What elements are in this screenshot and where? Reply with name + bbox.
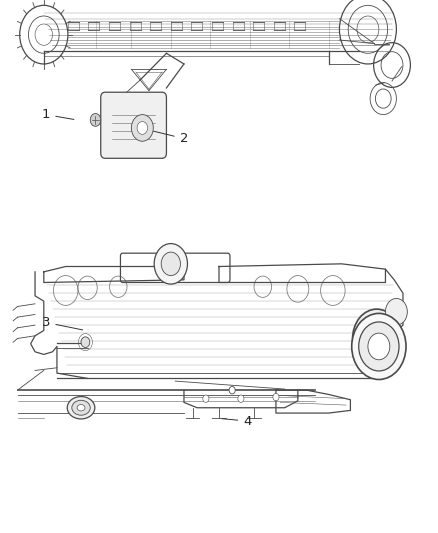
Circle shape xyxy=(90,114,101,126)
Circle shape xyxy=(359,322,399,371)
FancyBboxPatch shape xyxy=(101,92,166,158)
Circle shape xyxy=(385,298,407,325)
Ellipse shape xyxy=(77,405,85,411)
Circle shape xyxy=(353,309,401,368)
Circle shape xyxy=(81,337,90,348)
Circle shape xyxy=(203,395,209,402)
Circle shape xyxy=(238,395,244,402)
Circle shape xyxy=(131,115,153,141)
Text: 2: 2 xyxy=(154,131,188,145)
Text: 1: 1 xyxy=(42,108,74,121)
Circle shape xyxy=(352,313,406,379)
Circle shape xyxy=(229,386,235,394)
Circle shape xyxy=(368,333,390,360)
Ellipse shape xyxy=(67,397,95,419)
Circle shape xyxy=(137,122,148,134)
Ellipse shape xyxy=(72,400,90,415)
Circle shape xyxy=(161,252,180,276)
Text: 3: 3 xyxy=(42,316,83,330)
Circle shape xyxy=(273,393,279,401)
Text: 4: 4 xyxy=(222,415,252,427)
Circle shape xyxy=(154,244,187,284)
